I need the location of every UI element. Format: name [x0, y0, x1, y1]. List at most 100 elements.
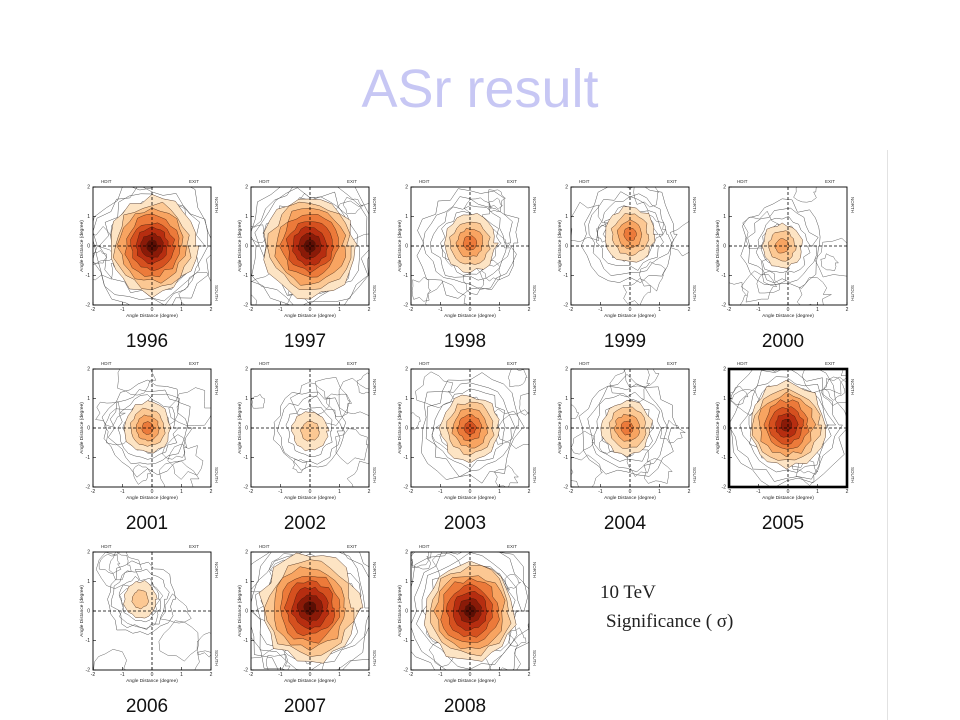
y-tick-label: 1: [405, 579, 408, 585]
significance-level: [774, 238, 790, 254]
noise-contour: [571, 201, 609, 242]
x-tick-label: -2: [91, 307, 96, 313]
noise-contour: [251, 224, 268, 243]
noise-contour: [796, 277, 832, 305]
y-axis-title: Angle Distance (degree): [557, 402, 563, 454]
x-tick-label: 2: [368, 489, 371, 495]
outer-contour: [578, 373, 678, 477]
x-tick-label: -1: [278, 672, 283, 678]
year-label: 2006: [126, 696, 168, 717]
x-tick-label: 2: [846, 307, 849, 313]
y-tick-label: -2: [86, 668, 91, 674]
contour-field: [729, 187, 847, 305]
noise-contour: [93, 649, 127, 670]
outer-contour: [593, 391, 662, 462]
x-axis-title: Angle Distance (degree): [444, 313, 496, 319]
north-label: NORTH: [532, 562, 537, 578]
y-tick-label: 2: [87, 367, 90, 373]
exit-label: EXIT: [189, 179, 199, 184]
exit-label: EXIT: [507, 361, 517, 366]
x-tick-label: -1: [598, 307, 603, 313]
x-tick-label: 1: [816, 307, 819, 313]
y-tick-label: 2: [723, 367, 726, 373]
year-label: 2001: [126, 513, 168, 534]
hdit-label: HDIT: [101, 544, 112, 549]
x-tick-label: -2: [569, 307, 574, 313]
outer-contour: [729, 369, 843, 482]
y-axis-title: Angle Distance (degree): [79, 220, 85, 272]
y-tick-label: 0: [723, 244, 726, 250]
y-tick-label: 1: [405, 396, 408, 402]
x-tick-label: 2: [528, 672, 531, 678]
south-label: SOUTH: [692, 467, 697, 483]
y-tick-label: 1: [87, 396, 90, 402]
x-tick-label: -1: [756, 307, 761, 313]
exit-label: EXIT: [347, 361, 357, 366]
significance-map-2008: HDIT EXIT -2-2 -1 -1 0 0 1 1 2 2 Angle Distance (de…: [397, 544, 537, 717]
significance-map-2006: HDIT EXIT -2-2 -1 -1 0 0 1 1 2 2 Angle Distance (de…: [79, 544, 219, 717]
noise-contour: [335, 428, 369, 465]
x-tick-label: 2: [688, 307, 691, 313]
x-tick-label: 2: [528, 489, 531, 495]
y-tick-label: -1: [86, 638, 91, 644]
y-axis-title: Angle Distance (degree): [237, 402, 243, 454]
y-tick-label: -2: [564, 485, 569, 491]
noise-contour: [660, 419, 687, 444]
y-tick-label: 2: [87, 185, 90, 191]
north-label: NORTH: [214, 562, 219, 578]
noise-contour: [160, 593, 192, 624]
hdit-label: HDIT: [419, 361, 430, 366]
y-tick-label: -2: [722, 485, 727, 491]
x-tick-label: -2: [409, 489, 414, 495]
noise-contour: [488, 197, 503, 212]
y-tick-label: 0: [87, 426, 90, 432]
x-tick-label: -1: [278, 307, 283, 313]
south-label: SOUTH: [214, 650, 219, 666]
x-tick-label: 1: [816, 489, 819, 495]
y-tick-label: 0: [87, 244, 90, 250]
north-label: NORTH: [532, 379, 537, 395]
x-tick-label: -2: [249, 672, 254, 678]
x-tick-label: -2: [409, 672, 414, 678]
x-tick-label: 2: [688, 489, 691, 495]
x-tick-label: 2: [846, 489, 849, 495]
significance-level: [131, 589, 149, 610]
contour-field: [411, 552, 529, 670]
outer-contour: [747, 207, 819, 284]
y-tick-label: 1: [565, 396, 568, 402]
noise-contour: [508, 369, 528, 388]
noise-contour: [643, 458, 673, 484]
x-tick-label: 0: [469, 307, 472, 313]
y-tick-label: 1: [723, 214, 726, 220]
noise-contour: [801, 369, 847, 395]
y-tick-label: 0: [405, 609, 408, 615]
x-tick-label: 1: [658, 489, 661, 495]
x-axis-title: Angle Distance (degree): [444, 678, 496, 684]
y-tick-label: 2: [565, 185, 568, 191]
x-axis-title: Angle Distance (degree): [762, 495, 814, 501]
outer-contour: [101, 379, 193, 478]
contour-field: [251, 552, 369, 670]
x-tick-label: 0: [469, 489, 472, 495]
noise-contour: [342, 196, 364, 214]
x-tick-label: 1: [658, 307, 661, 313]
noise-contour: [493, 465, 519, 487]
x-tick-label: 0: [151, 672, 154, 678]
x-tick-label: -2: [91, 489, 96, 495]
y-tick-label: 0: [405, 426, 408, 432]
x-tick-label: 2: [368, 307, 371, 313]
noise-contour: [740, 270, 777, 303]
noise-contour: [633, 187, 660, 208]
y-axis-title: Angle Distance (degree): [237, 220, 243, 272]
noise-contour: [669, 221, 689, 257]
x-tick-label: 0: [309, 489, 312, 495]
x-tick-label: 1: [498, 489, 501, 495]
south-label: SOUTH: [532, 650, 537, 666]
contour-field: [93, 552, 211, 670]
y-tick-label: 0: [245, 609, 248, 615]
x-axis-title: Angle Distance (degree): [604, 495, 656, 501]
y-tick-label: 2: [405, 185, 408, 191]
y-axis-title: Angle Distance (degree): [715, 402, 721, 454]
contour-field: [93, 187, 211, 305]
noise-contour: [194, 650, 211, 670]
